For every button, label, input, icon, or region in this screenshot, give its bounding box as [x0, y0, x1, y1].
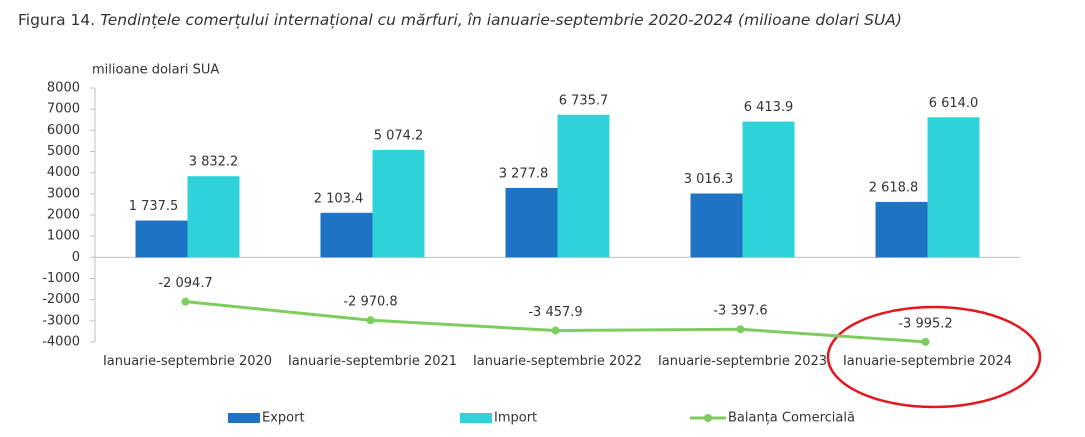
y-tick-label: 8000: [47, 81, 80, 96]
line-marker: [921, 337, 930, 346]
legend-swatch: [460, 413, 492, 423]
y-tick-label: 7000: [47, 102, 80, 117]
bar-value-label: 6 413.9: [744, 100, 794, 115]
title-text: Tendințele comerțului internațional cu m…: [100, 11, 902, 29]
y-tick-label: -4000: [42, 335, 80, 350]
line-marker: [366, 316, 375, 325]
bar-value-label: 3 277.8: [499, 166, 549, 181]
bar: [742, 121, 795, 258]
bar: [927, 117, 980, 258]
bar: [135, 220, 188, 258]
x-tick-label: Ianuarie-septembrie 2023: [657, 354, 828, 369]
y-tick-label: 2000: [47, 208, 80, 223]
y-tick-label: 6000: [47, 123, 80, 138]
y-axis-label: milioane dolari SUA: [92, 63, 219, 78]
line-value-label: -3 397.6: [713, 304, 767, 319]
chart-title: Figura 14. Tendințele comerțului internaț…: [18, 11, 902, 29]
x-tick-label: Ianuarie-septembrie 2021: [287, 354, 458, 369]
highlight-ellipse: [826, 305, 1042, 409]
y-tick-label: 1000: [47, 229, 80, 244]
x-tick-label: Ianuarie-septembrie 2024: [842, 354, 1013, 369]
figure-label: Figura 14.: [18, 11, 95, 29]
line-value-label: -3 457.9: [528, 305, 582, 320]
legend-label: Import: [494, 411, 537, 426]
y-tick-label: -1000: [42, 271, 80, 286]
x-tick-label: Ianuarie-septembrie 2020: [102, 354, 273, 369]
line-marker: [181, 297, 190, 306]
bar: [187, 176, 240, 258]
bar: [875, 201, 928, 258]
bar-value-label: 5 074.2: [374, 128, 424, 143]
bar-value-label: 6 735.7: [559, 93, 609, 108]
line-marker: [551, 326, 560, 335]
legend-marker: [704, 414, 712, 422]
y-tick-label: -3000: [42, 313, 80, 328]
legend-swatch: [228, 413, 260, 423]
y-tick-label: 3000: [47, 186, 80, 201]
line-value-label: -2 094.7: [158, 276, 212, 291]
x-tick-label: Ianuarie-septembrie 2022: [472, 354, 643, 369]
y-tick-label: 4000: [47, 165, 80, 180]
bar: [372, 149, 425, 258]
line-value-label: -3 995.2: [898, 316, 952, 331]
bar-value-label: 1 737.5: [129, 199, 179, 214]
bar-value-label: 6 614.0: [929, 96, 979, 111]
bar: [320, 212, 373, 258]
legend-label: Balanța Comercială: [728, 411, 855, 426]
legend-label: Export: [262, 411, 305, 426]
line-marker: [736, 325, 745, 334]
line-value-label: -2 970.8: [343, 295, 397, 310]
bar-value-label: 2 103.4: [314, 191, 364, 206]
bar: [690, 193, 743, 258]
bar: [505, 187, 558, 258]
bar: [557, 114, 610, 258]
bar-value-label: 3 016.3: [684, 172, 734, 187]
y-tick-label: 0: [72, 250, 80, 265]
y-tick-label: 5000: [47, 144, 80, 159]
bar-value-label: 2 618.8: [869, 180, 919, 195]
bar-value-label: 3 832.2: [189, 155, 239, 170]
y-tick-label: -2000: [42, 292, 80, 307]
